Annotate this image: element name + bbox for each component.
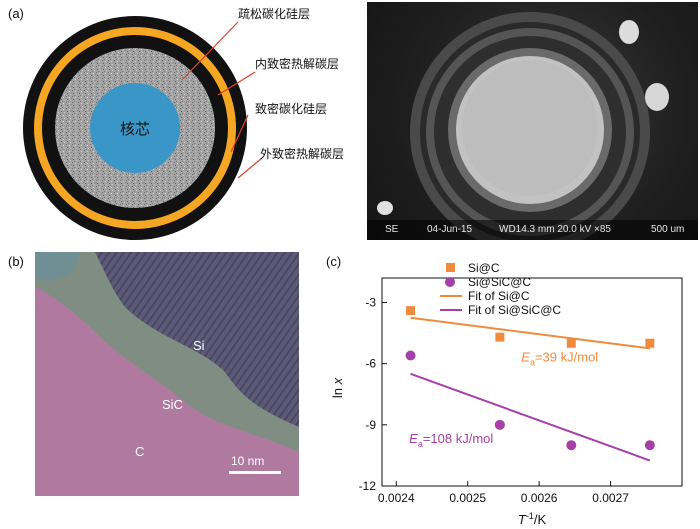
- fit-line-0: [410, 316, 650, 350]
- y-tick-label: -3: [365, 295, 376, 309]
- y-axis-title: ln x: [330, 377, 345, 398]
- y-tick-label: -6: [365, 357, 376, 371]
- legend-marker: [445, 277, 455, 287]
- tem-label-c: C: [135, 444, 145, 459]
- layer-label: 疏松碳化硅层: [238, 6, 310, 21]
- data-point-si-c: [645, 338, 655, 348]
- arrhenius-plot: 0.0024 0.0025 0.0026 0.0027 -3 -6 -9 -12 Si@CS…: [330, 261, 683, 527]
- sem-date: 04-Jun-15: [427, 224, 473, 235]
- layer-label: 致密碳化硅层: [255, 101, 327, 116]
- x-tick-label: 0.0027: [592, 491, 629, 505]
- x-tick-label: 0.0025: [449, 491, 486, 505]
- leader-line: [217, 71, 256, 96]
- core: [90, 83, 180, 173]
- data-point-si-sic-c: [405, 350, 416, 361]
- tem-label-sic: SiC: [162, 397, 183, 412]
- activation-energy-label: Ea=108 kJ/mol: [409, 431, 493, 449]
- x-tick-label: 0.0024: [378, 491, 415, 505]
- core-label: 核芯: [120, 120, 150, 138]
- tem-scale-label: 10 nm: [231, 454, 265, 468]
- activation-energy-label: Ea=39 kJ/mol: [521, 350, 598, 368]
- x-tick-label: 0.0026: [521, 491, 558, 505]
- legend-label: Si@C: [468, 261, 500, 275]
- panel-label-b: (b): [8, 254, 24, 269]
- tem-label-si: Si: [193, 338, 205, 353]
- panel-label-c: (c): [326, 254, 342, 269]
- data-point-si-c: [406, 306, 416, 316]
- data-point-si-c: [495, 332, 505, 342]
- data-point-si-c: [566, 338, 576, 348]
- data-point-si-sic-c: [494, 419, 505, 430]
- leader-line: [181, 21, 239, 81]
- tem-micrograph: Si SiC C 10 nm: [35, 252, 299, 496]
- x-axis-title: T-1/K: [518, 511, 547, 527]
- tem-scale-bar: [229, 471, 281, 474]
- leader-line: [230, 114, 249, 153]
- data-point-si-sic-c: [566, 440, 577, 451]
- fit-line-1: [410, 372, 651, 462]
- sem-parameters: WD14.3 mm 20.0 kV ×85: [499, 224, 611, 235]
- legend-label: Fit of Si@SiC@C: [468, 303, 561, 317]
- plot-frame: [381, 277, 683, 487]
- sem-info-bar: SE 04-Jun-15 WD14.3 mm 20.0 kV ×85 500 u…: [367, 220, 698, 240]
- sem-scale: 500 um: [651, 224, 685, 235]
- legend-marker: [446, 263, 455, 272]
- y-tick-label: -12: [359, 479, 377, 493]
- leader-line: [237, 157, 263, 179]
- data-point-si-sic-c: [644, 440, 655, 451]
- sem-micrograph: SE 04-Jun-15 WD14.3 mm 20.0 kV ×85 500 u…: [367, 2, 698, 240]
- legend-label: Fit of Si@C: [468, 289, 530, 303]
- sem-detector: SE: [385, 224, 399, 235]
- layer-label: 内致密热解碳层: [255, 56, 339, 71]
- panel-label-a: (a): [8, 6, 24, 21]
- coated-particle-schematic: 核芯 疏松碳化硅层 内致密热解碳层 致密碳化硅层 外致密热解碳层: [23, 6, 344, 240]
- layer-label: 外致密热解碳层: [260, 146, 344, 161]
- y-tick-label: -9: [365, 418, 376, 432]
- legend-label: Si@SiC@C: [468, 275, 531, 289]
